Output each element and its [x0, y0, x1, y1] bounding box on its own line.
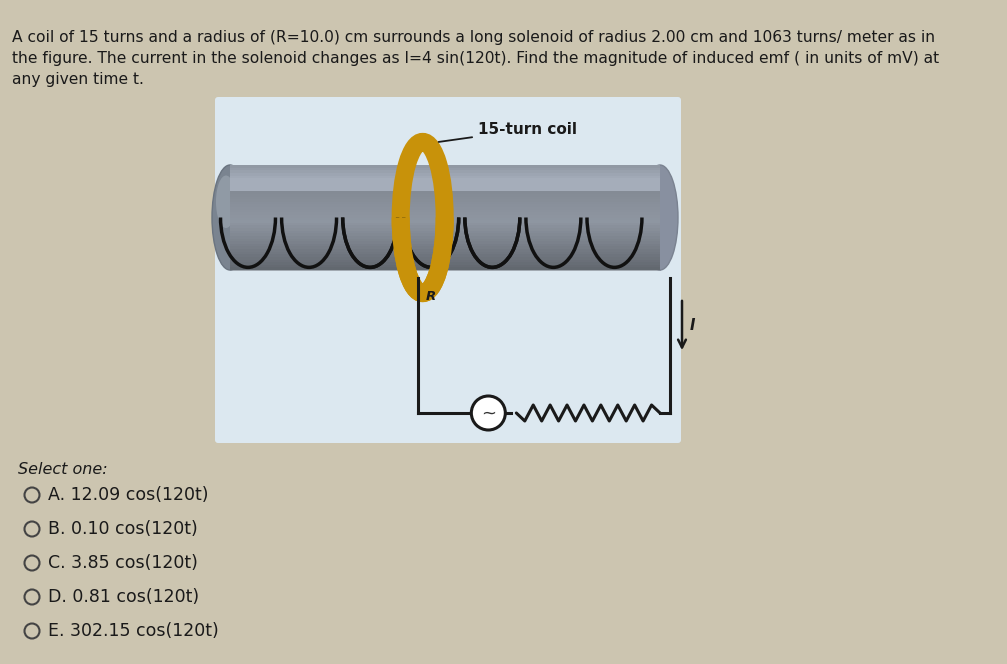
Bar	[230, 233, 660, 236]
Bar	[230, 230, 660, 233]
Bar	[230, 165, 660, 167]
Bar	[230, 262, 660, 265]
Bar	[230, 186, 660, 189]
Bar	[230, 191, 660, 194]
Bar	[230, 222, 660, 225]
Bar	[230, 210, 660, 212]
Bar	[230, 199, 660, 202]
Bar	[230, 246, 660, 249]
Bar	[230, 205, 660, 207]
Bar	[230, 228, 660, 230]
Bar	[230, 222, 660, 225]
Bar	[230, 252, 660, 254]
Text: I: I	[690, 318, 696, 333]
Text: A. 12.09 cos(120t): A. 12.09 cos(120t)	[48, 486, 208, 504]
Bar	[230, 181, 660, 183]
Bar	[230, 167, 660, 170]
Bar	[230, 189, 660, 191]
Text: any given time t.: any given time t.	[12, 72, 144, 87]
Bar	[230, 175, 660, 178]
Bar	[230, 178, 660, 181]
Bar	[230, 197, 660, 199]
Bar	[230, 238, 660, 241]
Bar	[230, 254, 660, 257]
Bar	[230, 202, 660, 205]
Bar	[230, 228, 660, 230]
Text: ~: ~	[480, 405, 495, 423]
Bar	[230, 238, 660, 241]
FancyBboxPatch shape	[215, 97, 681, 443]
Bar	[230, 194, 660, 197]
Text: C. 3.85 cos(120t): C. 3.85 cos(120t)	[48, 554, 197, 572]
Ellipse shape	[212, 165, 248, 270]
Bar	[230, 215, 660, 218]
Bar	[230, 268, 660, 270]
Bar	[230, 241, 660, 244]
Bar	[230, 186, 660, 189]
Bar	[230, 257, 660, 260]
Bar	[230, 218, 660, 220]
Bar	[230, 265, 660, 268]
Bar	[230, 194, 660, 197]
Bar	[230, 165, 660, 167]
Bar	[230, 191, 660, 194]
Bar	[230, 265, 660, 268]
Bar	[230, 215, 660, 218]
Text: D. 0.81 cos(120t): D. 0.81 cos(120t)	[48, 588, 199, 606]
Bar	[230, 212, 660, 215]
Bar	[230, 268, 660, 270]
Bar	[230, 167, 660, 170]
Bar	[230, 262, 660, 265]
Text: the figure. The current in the solenoid changes as I=4 sin(120t). Find the magni: the figure. The current in the solenoid …	[12, 51, 940, 66]
Bar	[230, 236, 660, 238]
Bar	[230, 257, 660, 260]
Text: E. 302.15 cos(120t): E. 302.15 cos(120t)	[48, 622, 219, 640]
Bar	[230, 233, 660, 236]
Bar	[230, 202, 660, 205]
Bar	[230, 220, 660, 222]
Bar	[230, 244, 660, 246]
Bar	[230, 165, 660, 270]
Bar	[230, 181, 660, 183]
Bar	[230, 210, 660, 212]
Text: Select one:: Select one:	[18, 462, 108, 477]
Bar	[230, 173, 660, 175]
Bar	[230, 173, 660, 175]
Bar	[230, 249, 660, 252]
Text: 15-turn coil: 15-turn coil	[439, 122, 577, 142]
Bar	[230, 207, 660, 210]
Bar	[230, 170, 660, 173]
Bar	[230, 230, 660, 233]
Bar	[230, 218, 660, 220]
Ellipse shape	[642, 165, 678, 270]
Ellipse shape	[215, 175, 236, 228]
Bar	[230, 246, 660, 249]
Bar	[230, 225, 660, 228]
Bar	[230, 183, 660, 186]
Bar	[230, 175, 660, 178]
Bar	[230, 252, 660, 254]
Bar	[230, 260, 660, 262]
Bar	[230, 197, 660, 199]
Bar	[230, 241, 660, 244]
Text: A coil of 15 turns and a radius of (R=10.0) cm surrounds a long solenoid of radi: A coil of 15 turns and a radius of (R=10…	[12, 30, 936, 45]
Bar	[230, 212, 660, 215]
Bar	[230, 220, 660, 222]
Bar	[230, 207, 660, 210]
Bar	[230, 244, 660, 246]
Bar	[230, 189, 660, 191]
Bar	[230, 254, 660, 257]
Bar	[230, 225, 660, 228]
Bar	[230, 170, 660, 173]
Bar	[230, 260, 660, 262]
Text: R: R	[426, 290, 436, 303]
Bar	[230, 183, 660, 186]
Bar	[230, 178, 660, 181]
Circle shape	[471, 396, 506, 430]
Text: B. 0.10 cos(120t): B. 0.10 cos(120t)	[48, 520, 197, 538]
Bar	[230, 199, 660, 202]
Bar	[230, 205, 660, 207]
Bar	[230, 249, 660, 252]
Bar	[230, 236, 660, 238]
